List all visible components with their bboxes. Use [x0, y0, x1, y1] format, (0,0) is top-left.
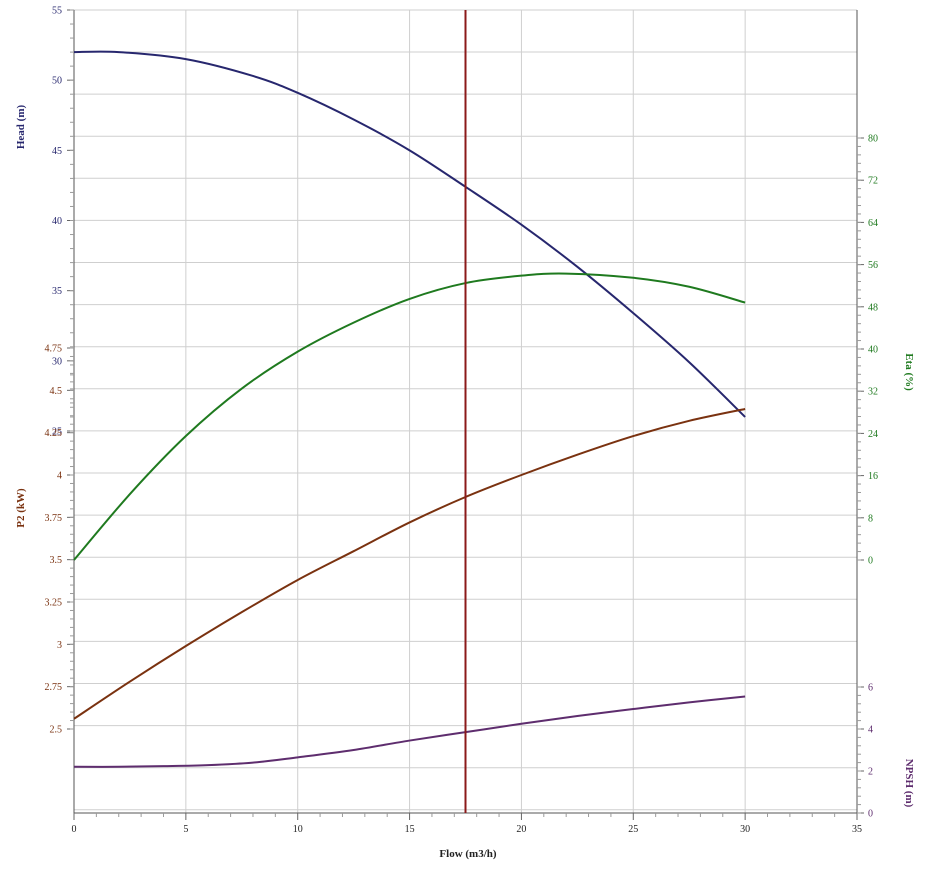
eta-tick-label: 40 — [868, 345, 878, 356]
x-tick-label: 30 — [740, 824, 750, 835]
npsh-tick-label: 4 — [868, 725, 873, 736]
head-tick-label: 40 — [52, 216, 62, 227]
eta-tick-label: 56 — [868, 260, 878, 271]
head-curve — [73, 50, 746, 418]
p2-tick-label: 3.25 — [45, 598, 63, 609]
eta-tick-label: 0 — [868, 556, 873, 567]
x-tick-label: 35 — [852, 824, 862, 835]
x-tick-label: 0 — [72, 824, 77, 835]
p2-tick-label: 3.5 — [50, 555, 63, 566]
p2-tick-label: 2.75 — [45, 682, 63, 693]
head-tick-label: 55 — [52, 6, 62, 17]
head-axis-title: Head (m) — [15, 105, 27, 150]
head-tick-label: 50 — [52, 76, 62, 87]
eta-tick-label: 32 — [868, 387, 878, 398]
x-tick-label: 10 — [293, 824, 303, 835]
eta-curve — [73, 272, 746, 561]
npsh-tick-label: 6 — [868, 683, 873, 694]
p2-tick-label: 4.75 — [45, 344, 63, 355]
eta-tick-label: 64 — [868, 218, 878, 229]
x-tick-label: 5 — [183, 824, 188, 835]
p2-tick-label: 4.5 — [50, 386, 63, 397]
tick-labels: 0 5 10 15 20 25 30 35253035404550552.52.7533.25… — [45, 6, 879, 836]
head-tick-label: 45 — [52, 146, 62, 157]
npsh-curve — [73, 695, 746, 768]
eta-tick-label: 8 — [868, 513, 873, 524]
p2-curve — [73, 407, 746, 720]
eta-tick-label: 24 — [868, 429, 878, 440]
p2-tick-label: 2.5 — [50, 725, 63, 736]
p2-tick-label: 3 — [57, 640, 62, 651]
series-lines — [73, 50, 746, 768]
head-tick-label: 35 — [52, 286, 62, 297]
eta-tick-label: 48 — [868, 302, 878, 313]
axes — [67, 9, 864, 820]
x-tick-label: 20 — [516, 824, 526, 835]
eta-tick-label: 72 — [868, 176, 878, 187]
p2-axis-title: P2 (kW) — [15, 488, 27, 528]
npsh-tick-label: 2 — [868, 767, 873, 778]
x-tick-label: 15 — [405, 824, 415, 835]
x-axis-title: Flow (m3/h) — [439, 848, 496, 860]
npsh-axis-title: NPSH (m) — [903, 759, 915, 808]
p2-tick-label: 4 — [57, 471, 62, 482]
eta-axis-title: Eta (%) — [903, 353, 915, 391]
npsh-tick-label: 0 — [868, 809, 873, 820]
p2-tick-label: 3.75 — [45, 513, 63, 524]
x-tick-label: 25 — [628, 824, 638, 835]
eta-tick-label: 80 — [868, 134, 878, 145]
head-tick-label: 25 — [52, 427, 62, 438]
p2-tick-label: 4.25 — [45, 428, 63, 439]
eta-tick-label: 16 — [868, 471, 878, 482]
head-tick-label: 30 — [52, 356, 62, 367]
